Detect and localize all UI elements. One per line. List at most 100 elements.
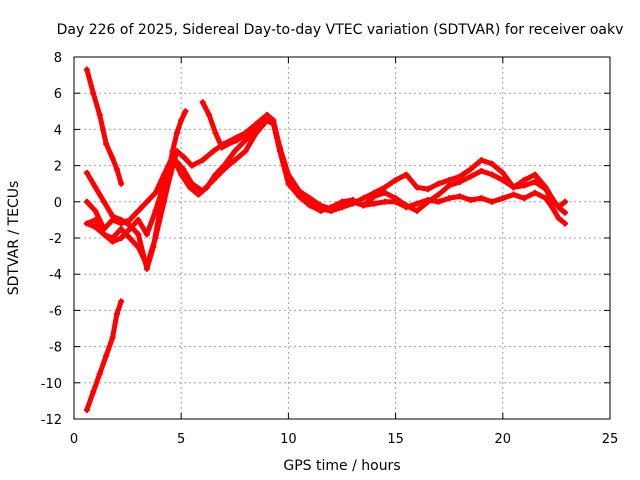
series-6-point — [109, 238, 116, 245]
series-4-point — [456, 193, 463, 200]
series-6-point — [446, 182, 453, 189]
series-6-point — [549, 196, 556, 203]
series-6-point — [561, 198, 568, 205]
series-1-point — [103, 140, 110, 147]
y-tick-label: 6 — [54, 87, 62, 102]
series-6-point — [188, 180, 195, 187]
series-6-point — [555, 204, 562, 211]
series-5-point — [173, 148, 180, 155]
series-4-point — [371, 200, 378, 207]
series-5-point — [118, 225, 125, 232]
series-6-point — [276, 148, 283, 155]
series-3-point — [182, 108, 189, 115]
series-5-point — [446, 177, 453, 184]
series-6-point — [296, 193, 303, 200]
series-6-point — [349, 196, 356, 203]
series-6-point — [221, 166, 228, 173]
series-5-point — [161, 198, 168, 205]
series-6-point — [118, 235, 125, 241]
series-5-point — [381, 184, 388, 191]
series-6-point — [328, 204, 335, 211]
series-4-point — [499, 195, 506, 202]
x-tick-label: 25 — [602, 432, 619, 447]
series-5-point — [126, 235, 133, 241]
series-6-point — [339, 198, 345, 205]
series-4-point — [109, 216, 116, 223]
series-4-point — [531, 189, 538, 196]
x-tick-label: 15 — [387, 432, 404, 447]
series-5-point — [456, 173, 463, 180]
series-4-point — [542, 195, 549, 202]
series-4-point — [521, 195, 528, 202]
y-tick-label: -6 — [49, 304, 62, 319]
series-6-point — [435, 191, 442, 198]
series-1-point — [96, 111, 103, 118]
series-5-point — [478, 157, 485, 164]
series-5-point — [143, 262, 150, 269]
series-6-point — [83, 220, 90, 227]
series-4-point — [118, 220, 125, 227]
series-6-point — [414, 207, 421, 214]
series-6-point — [253, 130, 260, 137]
y-tick-label: -10 — [41, 377, 62, 392]
series-4-point — [83, 198, 90, 205]
series-4-point — [446, 195, 453, 202]
series-5-point — [360, 195, 367, 202]
series-6-point — [403, 202, 410, 209]
series-6-point — [360, 202, 367, 209]
series-1-point — [83, 66, 90, 73]
series-5-point — [521, 177, 528, 184]
series-5-point — [467, 166, 474, 173]
series-6-point — [392, 195, 399, 202]
series-7-point — [206, 111, 213, 118]
series-4-point — [186, 184, 193, 191]
series-5-point — [392, 177, 399, 184]
ticks: 0 5 10 15 20 25 -12 -10 -8 -6 -4 -2 0 2 4 6 8 — [41, 51, 619, 447]
series-5-point — [152, 235, 159, 241]
series-4-point — [561, 220, 568, 227]
series-2-point — [109, 334, 116, 341]
series-7-point — [199, 99, 206, 106]
series-1-point — [109, 155, 116, 162]
series-4-point — [126, 216, 133, 223]
series-4-point — [381, 198, 388, 205]
series-3-point — [101, 198, 108, 205]
series-6-point — [317, 207, 324, 214]
y-tick-label: 4 — [54, 123, 62, 138]
series-7-point — [242, 131, 249, 138]
series-6-point — [173, 158, 180, 165]
series-6-point — [101, 231, 108, 238]
series-5-point — [414, 184, 421, 191]
x-tick-label: 0 — [70, 432, 78, 447]
series-2-point — [113, 311, 120, 318]
series-4-point — [510, 191, 517, 198]
series-6-point — [478, 168, 485, 175]
series-5-point — [253, 120, 260, 127]
series-4-point — [178, 171, 185, 178]
series-4-point — [92, 207, 99, 214]
series-4-point — [143, 198, 150, 205]
series-7-point — [225, 140, 232, 147]
series-5-point — [339, 204, 345, 211]
series-4-point — [231, 148, 238, 155]
series-6-point — [510, 184, 517, 191]
series-4-point — [152, 189, 159, 196]
series-1-point — [118, 180, 125, 187]
series-6-point — [285, 180, 292, 187]
series-4-point — [478, 195, 485, 202]
series-4-point — [195, 191, 202, 198]
chart-title: Day 226 of 2025, Sidereal Day-to-day VTE… — [57, 22, 624, 38]
series-layer — [83, 66, 568, 413]
series-4-point — [489, 198, 496, 205]
series-6-point — [242, 148, 249, 155]
series-2-point — [83, 406, 90, 413]
series-6-point — [167, 162, 174, 169]
series-6-point — [92, 224, 99, 231]
series-6-point — [306, 202, 313, 209]
series-5-point — [199, 157, 206, 164]
series-5-point — [92, 216, 99, 223]
series-6-point — [180, 166, 187, 173]
series-6-point — [531, 178, 538, 185]
series-5-point — [188, 162, 195, 169]
